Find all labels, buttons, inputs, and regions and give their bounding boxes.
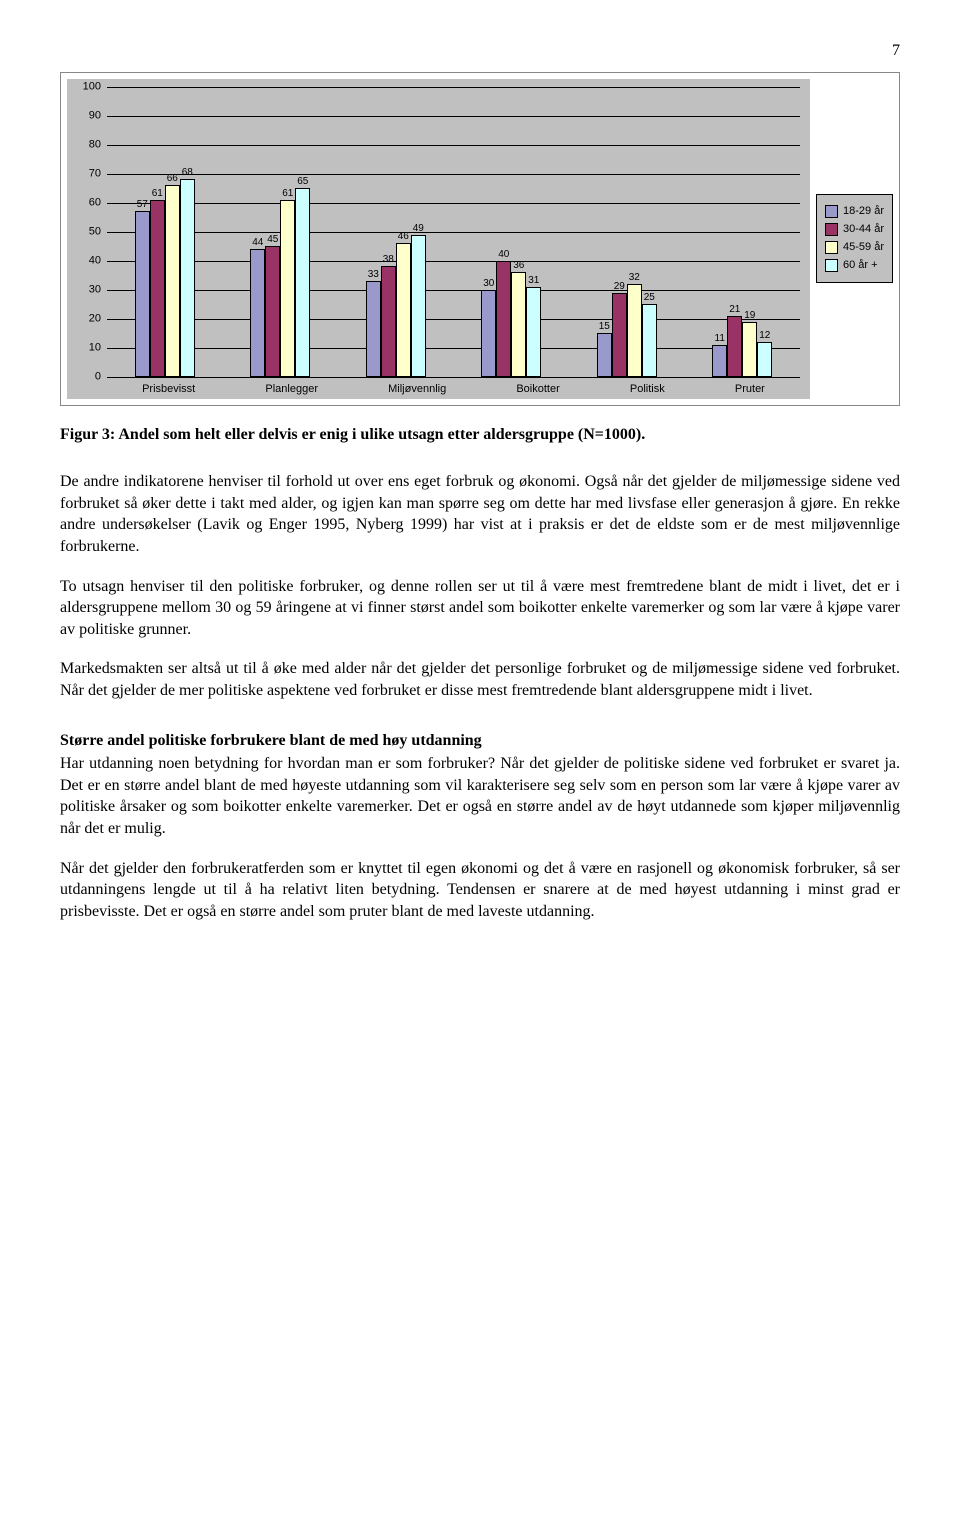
- paragraph: De andre indikatorene henviser til forho…: [60, 471, 900, 557]
- bar: 30: [481, 290, 496, 377]
- legend-swatch: [825, 259, 838, 272]
- bar-value-label: 15: [599, 320, 610, 334]
- legend-item: 18-29 år: [825, 204, 884, 219]
- bar: 66: [165, 185, 180, 376]
- bar-value-label: 46: [398, 230, 409, 244]
- bar-value-label: 38: [383, 253, 394, 267]
- bar: 61: [280, 200, 295, 377]
- legend-swatch: [825, 223, 838, 236]
- x-tick-label: Miljøvennlig: [388, 382, 446, 397]
- bar: 49: [411, 235, 426, 377]
- bar: 11: [712, 345, 727, 377]
- bar: 31: [526, 287, 541, 377]
- bar-value-label: 57: [137, 198, 148, 212]
- bar-group: 57616668: [135, 87, 195, 377]
- plot-area: 0102030405060708090100 57616668444561653…: [67, 79, 810, 399]
- bar-value-label: 25: [644, 291, 655, 305]
- bar-group: 33384649: [366, 87, 426, 377]
- bar-value-label: 40: [498, 248, 509, 262]
- bar-value-label: 30: [483, 277, 494, 291]
- legend-label: 30-44 år: [843, 222, 884, 237]
- bar: 33: [366, 281, 381, 377]
- bar: 29: [612, 293, 627, 377]
- legend-swatch: [825, 241, 838, 254]
- y-tick-label: 80: [67, 137, 101, 152]
- legend-item: 45-59 år: [825, 240, 884, 255]
- bar-group: 30403631: [481, 87, 541, 377]
- bar-value-label: 33: [368, 268, 379, 282]
- bar: 32: [627, 284, 642, 377]
- x-tick-label: Pruter: [735, 382, 765, 397]
- paragraph: To utsagn henviser til den politiske for…: [60, 576, 900, 641]
- bar-value-label: 61: [282, 187, 293, 201]
- legend-swatch: [825, 205, 838, 218]
- bar-value-label: 31: [528, 274, 539, 288]
- bar-value-label: 65: [297, 175, 308, 189]
- bar: 12: [757, 342, 772, 377]
- bar: 46: [396, 243, 411, 376]
- bar-value-label: 49: [413, 222, 424, 236]
- paragraph: Markedsmakten ser altså ut til å øke med…: [60, 658, 900, 701]
- bar-value-label: 21: [729, 303, 740, 317]
- y-tick-label: 70: [67, 166, 101, 181]
- bar: 57: [135, 211, 150, 376]
- bar-group: 44456165: [250, 87, 310, 377]
- bar-chart: 0102030405060708090100 57616668444561653…: [60, 72, 900, 406]
- x-tick-label: Planlegger: [265, 382, 318, 397]
- bar-value-label: 68: [182, 166, 193, 180]
- y-tick-label: 10: [67, 340, 101, 355]
- y-tick-label: 0: [67, 369, 101, 384]
- bar: 65: [295, 188, 310, 377]
- bar: 15: [597, 333, 612, 377]
- x-tick-label: Prisbevisst: [142, 382, 195, 397]
- bar: 36: [511, 272, 526, 376]
- figure-caption: Figur 3: Andel som helt eller delvis er …: [60, 424, 900, 446]
- bar-value-label: 66: [167, 172, 178, 186]
- bar: 61: [150, 200, 165, 377]
- bar-value-label: 29: [614, 280, 625, 294]
- bar-value-label: 12: [759, 329, 770, 343]
- bar-value-label: 61: [152, 187, 163, 201]
- gridline: [107, 377, 800, 378]
- bar: 21: [727, 316, 742, 377]
- bar: 19: [742, 322, 757, 377]
- bar-value-label: 32: [629, 271, 640, 285]
- legend-item: 30-44 år: [825, 222, 884, 237]
- bar: 40: [496, 261, 511, 377]
- x-tick-label: Politisk: [630, 382, 665, 397]
- y-tick-label: 60: [67, 195, 101, 210]
- bar-value-label: 11: [715, 332, 725, 346]
- bar: 38: [381, 266, 396, 376]
- bar: 25: [642, 304, 657, 377]
- bar-value-label: 36: [513, 259, 524, 273]
- legend-label: 60 år +: [843, 258, 878, 273]
- y-tick-label: 100: [67, 79, 101, 94]
- legend-label: 18-29 år: [843, 204, 884, 219]
- paragraph: Har utdanning noen betydning for hvordan…: [60, 753, 900, 839]
- bar-group: 11211912: [712, 87, 772, 377]
- paragraph: Når det gjelder den forbrukeratferden so…: [60, 858, 900, 923]
- bar-value-label: 45: [267, 233, 278, 247]
- legend-label: 45-59 år: [843, 240, 884, 255]
- y-tick-label: 30: [67, 282, 101, 297]
- y-tick-label: 20: [67, 311, 101, 326]
- bar-value-label: 44: [252, 236, 263, 250]
- bar: 68: [180, 179, 195, 376]
- page-number: 7: [60, 40, 900, 62]
- legend: 18-29 år 30-44 år 45-59 år 60 år +: [816, 194, 893, 282]
- bar-group: 15293225: [597, 87, 657, 377]
- y-tick-label: 40: [67, 253, 101, 268]
- bar-value-label: 19: [744, 309, 755, 323]
- bar: 45: [265, 246, 280, 377]
- y-tick-label: 50: [67, 224, 101, 239]
- y-tick-label: 90: [67, 108, 101, 123]
- bar: 44: [250, 249, 265, 377]
- x-tick-label: Boikotter: [516, 382, 559, 397]
- subheading: Større andel politiske forbrukere blant …: [60, 730, 900, 752]
- legend-item: 60 år +: [825, 258, 884, 273]
